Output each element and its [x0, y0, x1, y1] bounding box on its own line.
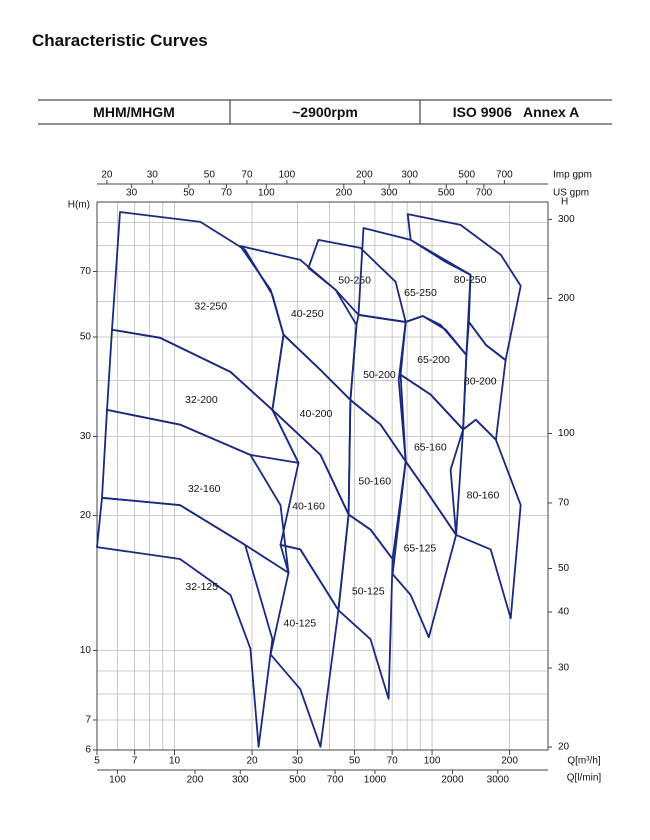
region-label: 65-125 — [404, 543, 437, 555]
y2-tick-label: 100 — [558, 428, 575, 439]
x-tick-label: 30 — [292, 756, 304, 767]
top-tick-label: 700 — [476, 188, 493, 199]
y-axis-label: H(m) — [68, 200, 90, 211]
top-tick-label: 20 — [101, 170, 113, 181]
x-tick-label: 7 — [132, 756, 138, 767]
top-tick-label: 70 — [241, 170, 253, 181]
pump-region — [449, 418, 522, 620]
top-tick-label: 300 — [401, 170, 418, 181]
top-tick-label: 200 — [335, 188, 352, 199]
y-tick-label: 10 — [80, 645, 92, 656]
region-label: 50-200 — [363, 369, 396, 381]
x-tick-label: 200 — [501, 756, 518, 767]
y-tick-label: 30 — [80, 431, 92, 442]
y2-tick-label: 200 — [558, 293, 575, 304]
y2-tick-label: 40 — [558, 607, 570, 618]
region-label: 40-250 — [291, 308, 324, 320]
x2-tick-label: 300 — [232, 775, 249, 786]
top-axis-label: Imp gpm — [553, 170, 592, 181]
y-tick-label: 50 — [80, 332, 92, 343]
top-tick-label: 100 — [279, 170, 296, 181]
region-label: 50-125 — [352, 586, 385, 598]
x2-axis-label: Q[l/min] — [567, 773, 602, 784]
y2-tick-label: 50 — [558, 563, 570, 574]
top-tick-label: 300 — [381, 188, 398, 199]
region-label: 65-160 — [414, 441, 447, 453]
x-axis-label: Q[m³/h] — [567, 756, 601, 767]
y2-tick-label: 70 — [558, 498, 570, 509]
region-label: 80-160 — [467, 490, 500, 502]
top-tick-label: 50 — [204, 170, 216, 181]
region-label: 40-160 — [292, 500, 325, 512]
top-tick-label: 50 — [183, 188, 195, 199]
x-tick-label: 10 — [169, 756, 181, 767]
x2-tick-label: 1000 — [364, 775, 387, 786]
pump-region — [96, 496, 274, 748]
pump-region — [399, 315, 468, 431]
top-axis-label: US gpm — [553, 188, 589, 199]
region-label: 32-200 — [185, 394, 218, 406]
region-label: 50-250 — [338, 274, 371, 286]
region-label: 80-250 — [454, 274, 487, 286]
header-cell: ISO 9906 Annex A — [452, 104, 580, 120]
top-tick-label: 500 — [438, 188, 455, 199]
plot-frame — [96, 201, 549, 751]
region-label: 65-250 — [404, 287, 437, 299]
y2-tick-label: 300 — [558, 214, 575, 225]
region-label: 40-200 — [300, 408, 333, 420]
top-tick-label: 30 — [147, 170, 159, 181]
pump-region — [391, 460, 457, 639]
pump-region — [337, 513, 394, 700]
top-tick-label: 700 — [496, 170, 513, 181]
region-label: 80-200 — [464, 375, 497, 387]
y-tick-label: 6 — [85, 745, 91, 756]
x2-tick-label: 500 — [289, 775, 306, 786]
header-frame — [38, 99, 612, 125]
page-title: Characteristic Curves — [32, 31, 208, 50]
top-tick-label: 100 — [258, 188, 275, 199]
header-cell: ~2900rpm — [292, 104, 358, 120]
x2-tick-label: 700 — [327, 775, 344, 786]
header-cell: MHM/MHGM — [93, 104, 175, 120]
x2-tick-label: 2000 — [441, 775, 464, 786]
top-tick-label: 200 — [356, 170, 373, 181]
region-label: 32-160 — [188, 483, 221, 495]
x-tick-label: 70 — [387, 756, 399, 767]
top-tick-label: 30 — [126, 188, 138, 199]
top-tick-label: 500 — [458, 170, 475, 181]
y-tick-label: 70 — [80, 266, 92, 277]
x-tick-label: 20 — [246, 756, 258, 767]
top-tick-label: 70 — [221, 188, 233, 199]
region-label: 65-200 — [417, 354, 450, 366]
pump-region — [269, 544, 340, 748]
x-tick-label: 5 — [94, 756, 100, 767]
x2-tick-label: 200 — [187, 775, 204, 786]
x2-tick-label: 100 — [109, 775, 126, 786]
region-label: 32-250 — [194, 301, 227, 313]
y2-axis-label: H — [561, 197, 568, 208]
x-tick-label: 50 — [349, 756, 361, 767]
y2-tick-label: 20 — [558, 742, 570, 753]
region-label: 32-125 — [185, 581, 218, 593]
y-tick-label: 20 — [80, 510, 92, 521]
pump-region — [271, 333, 352, 516]
region-label: 50-160 — [358, 475, 391, 487]
region-label: 40-125 — [284, 618, 317, 630]
y2-tick-label: 30 — [558, 663, 570, 674]
x-tick-label: 100 — [424, 756, 441, 767]
x2-tick-label: 3000 — [487, 775, 510, 786]
y-tick-label: 7 — [85, 715, 91, 726]
